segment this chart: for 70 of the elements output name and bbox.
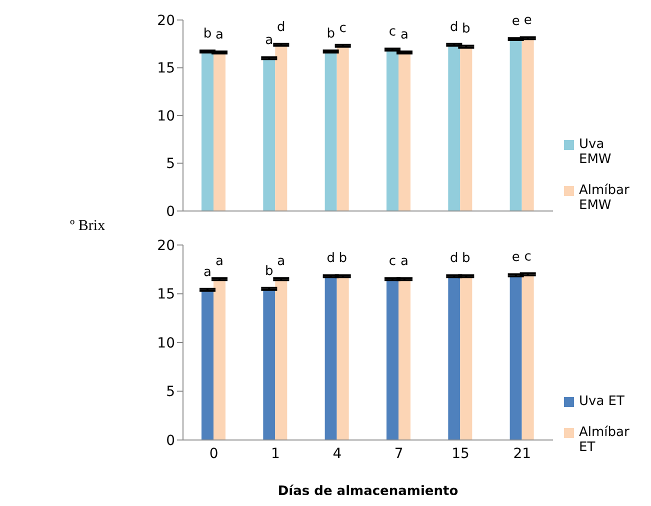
data-label: d <box>277 20 286 35</box>
data-label: c <box>524 249 532 264</box>
y-tick-label: 10 <box>157 335 175 352</box>
y-tick-label: 15 <box>157 60 175 77</box>
data-label: c <box>339 20 346 36</box>
y-tick-label: 10 <box>157 108 175 124</box>
y-tick-label: 15 <box>157 286 175 303</box>
bar <box>214 52 226 211</box>
data-label: a <box>400 27 408 42</box>
x-tick-label: 4 <box>332 446 342 462</box>
data-label: c <box>388 24 396 40</box>
data-label: d <box>450 20 458 35</box>
bar <box>386 50 398 211</box>
bar <box>214 279 226 440</box>
y-tick-label: 5 <box>166 156 175 172</box>
y-tick-label: 20 <box>157 238 175 254</box>
bar <box>202 290 214 440</box>
bar <box>202 52 214 211</box>
data-label: b <box>265 264 274 279</box>
bar <box>336 46 349 211</box>
data-label: e <box>512 250 520 266</box>
x-tick-label: 15 <box>452 446 470 462</box>
bar <box>522 274 534 440</box>
legend-label: Uva EMW <box>579 136 612 167</box>
data-label: a <box>277 254 286 270</box>
x-axis-title: Días de almacenamiento <box>278 484 458 499</box>
x-tick-label: 0 <box>209 446 218 462</box>
bar <box>510 275 522 440</box>
data-label: b <box>326 26 335 42</box>
bar <box>263 288 276 440</box>
x-tick-label: 7 <box>394 446 404 462</box>
bar <box>460 46 472 211</box>
bar <box>398 279 410 440</box>
data-label: b <box>203 26 212 42</box>
y-tick-label: 0 <box>166 204 175 220</box>
bar <box>275 279 288 440</box>
legend-label: Almíbar ET <box>579 425 630 456</box>
data-label: d <box>450 251 458 266</box>
y-tick-label: 5 <box>166 384 175 400</box>
data-label: a <box>216 254 224 270</box>
bar <box>386 279 398 440</box>
bar <box>263 58 276 211</box>
x-tick-label: 1 <box>271 446 280 462</box>
bar <box>510 39 522 211</box>
data-label: b <box>462 251 470 266</box>
y-axis-title: º Brix <box>70 218 106 235</box>
y-tick-label: 20 <box>157 12 175 29</box>
data-label: d <box>326 251 335 266</box>
bar <box>336 276 349 440</box>
data-label: b <box>338 251 347 266</box>
data-label: b <box>462 22 470 37</box>
bar <box>398 52 410 211</box>
bar <box>522 38 534 211</box>
data-label: a <box>216 27 224 42</box>
bar <box>460 276 472 440</box>
data-label: e <box>512 14 520 30</box>
legend-label: Almíbar EMW <box>579 182 630 213</box>
y-tick-label: 0 <box>166 432 175 449</box>
bar <box>275 44 288 211</box>
data-label: c <box>388 254 396 270</box>
data-label: a <box>204 264 212 280</box>
data-label: e <box>524 13 532 28</box>
data-label: a <box>400 254 408 270</box>
legend-label: Uva ET <box>579 394 626 410</box>
bar <box>448 44 460 211</box>
x-tick-label: 21 <box>513 446 532 462</box>
data-label: a <box>265 33 274 48</box>
bar <box>448 276 460 440</box>
bar <box>324 52 337 211</box>
bar <box>324 276 337 440</box>
